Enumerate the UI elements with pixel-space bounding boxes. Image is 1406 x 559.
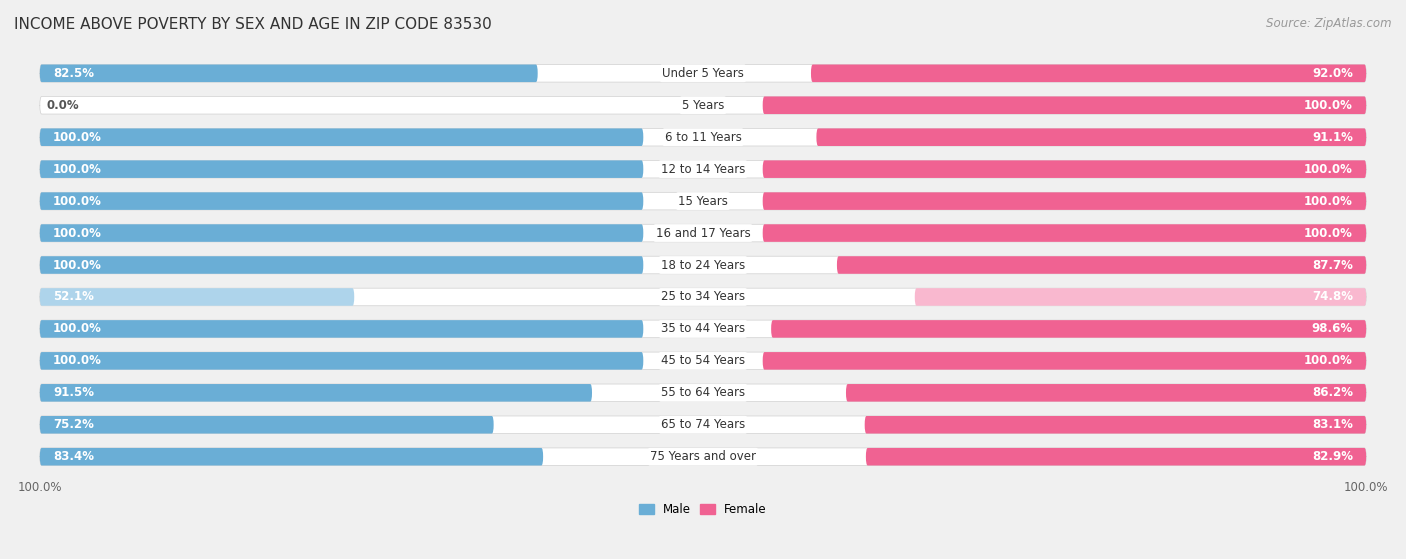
Text: 75.2%: 75.2% bbox=[53, 418, 94, 432]
FancyBboxPatch shape bbox=[39, 160, 644, 178]
FancyBboxPatch shape bbox=[846, 384, 1367, 401]
FancyBboxPatch shape bbox=[39, 97, 1367, 114]
Text: 100.0%: 100.0% bbox=[53, 354, 103, 367]
Text: INCOME ABOVE POVERTY BY SEX AND AGE IN ZIP CODE 83530: INCOME ABOVE POVERTY BY SEX AND AGE IN Z… bbox=[14, 17, 492, 32]
Text: 92.0%: 92.0% bbox=[1312, 67, 1353, 80]
FancyBboxPatch shape bbox=[762, 97, 1367, 114]
FancyBboxPatch shape bbox=[39, 352, 1367, 369]
FancyBboxPatch shape bbox=[39, 64, 1367, 82]
FancyBboxPatch shape bbox=[39, 256, 644, 274]
FancyBboxPatch shape bbox=[837, 256, 1367, 274]
Text: 15 Years: 15 Years bbox=[678, 195, 728, 207]
Text: 86.2%: 86.2% bbox=[1312, 386, 1353, 399]
FancyBboxPatch shape bbox=[39, 129, 644, 146]
Text: 74.8%: 74.8% bbox=[1312, 291, 1353, 304]
FancyBboxPatch shape bbox=[39, 192, 1367, 210]
FancyBboxPatch shape bbox=[39, 320, 1367, 338]
Text: 98.6%: 98.6% bbox=[1312, 323, 1353, 335]
Text: 0.0%: 0.0% bbox=[46, 99, 79, 112]
Text: 5 Years: 5 Years bbox=[682, 99, 724, 112]
Text: 87.7%: 87.7% bbox=[1312, 258, 1353, 272]
Text: 100.0%: 100.0% bbox=[53, 226, 103, 240]
FancyBboxPatch shape bbox=[817, 129, 1367, 146]
Text: 82.9%: 82.9% bbox=[1312, 450, 1353, 463]
Text: 52.1%: 52.1% bbox=[53, 291, 94, 304]
Text: 100.0%: 100.0% bbox=[53, 131, 103, 144]
Text: 91.1%: 91.1% bbox=[1312, 131, 1353, 144]
Text: 6 to 11 Years: 6 to 11 Years bbox=[665, 131, 741, 144]
FancyBboxPatch shape bbox=[770, 320, 1367, 338]
FancyBboxPatch shape bbox=[39, 288, 1367, 306]
FancyBboxPatch shape bbox=[865, 416, 1367, 434]
Text: 100.0%: 100.0% bbox=[1303, 354, 1353, 367]
FancyBboxPatch shape bbox=[39, 416, 494, 434]
Text: 45 to 54 Years: 45 to 54 Years bbox=[661, 354, 745, 367]
FancyBboxPatch shape bbox=[39, 384, 1367, 401]
FancyBboxPatch shape bbox=[762, 192, 1367, 210]
Text: 100.0%: 100.0% bbox=[53, 323, 103, 335]
Text: 18 to 24 Years: 18 to 24 Years bbox=[661, 258, 745, 272]
FancyBboxPatch shape bbox=[866, 448, 1367, 466]
Text: 55 to 64 Years: 55 to 64 Years bbox=[661, 386, 745, 399]
Text: 100.0%: 100.0% bbox=[1303, 99, 1353, 112]
FancyBboxPatch shape bbox=[762, 224, 1367, 242]
FancyBboxPatch shape bbox=[39, 320, 644, 338]
Text: 100.0%: 100.0% bbox=[1303, 195, 1353, 207]
FancyBboxPatch shape bbox=[762, 160, 1367, 178]
Text: 100.0%: 100.0% bbox=[1303, 163, 1353, 176]
FancyBboxPatch shape bbox=[39, 416, 1367, 434]
FancyBboxPatch shape bbox=[39, 129, 1367, 146]
FancyBboxPatch shape bbox=[39, 352, 644, 369]
Text: 83.4%: 83.4% bbox=[53, 450, 94, 463]
FancyBboxPatch shape bbox=[762, 352, 1367, 369]
Text: Source: ZipAtlas.com: Source: ZipAtlas.com bbox=[1267, 17, 1392, 30]
Text: 100.0%: 100.0% bbox=[53, 195, 103, 207]
Text: 100.0%: 100.0% bbox=[53, 163, 103, 176]
FancyBboxPatch shape bbox=[39, 160, 1367, 178]
Text: 100.0%: 100.0% bbox=[53, 258, 103, 272]
Text: 100.0%: 100.0% bbox=[1303, 226, 1353, 240]
FancyBboxPatch shape bbox=[39, 384, 592, 401]
Text: 25 to 34 Years: 25 to 34 Years bbox=[661, 291, 745, 304]
Text: 83.1%: 83.1% bbox=[1312, 418, 1353, 432]
Legend: Male, Female: Male, Female bbox=[634, 498, 772, 520]
Text: 65 to 74 Years: 65 to 74 Years bbox=[661, 418, 745, 432]
FancyBboxPatch shape bbox=[39, 192, 644, 210]
FancyBboxPatch shape bbox=[915, 288, 1367, 306]
Text: 75 Years and over: 75 Years and over bbox=[650, 450, 756, 463]
FancyBboxPatch shape bbox=[811, 64, 1367, 82]
FancyBboxPatch shape bbox=[39, 224, 1367, 242]
Text: 35 to 44 Years: 35 to 44 Years bbox=[661, 323, 745, 335]
FancyBboxPatch shape bbox=[39, 448, 1367, 466]
FancyBboxPatch shape bbox=[39, 224, 644, 242]
Text: 16 and 17 Years: 16 and 17 Years bbox=[655, 226, 751, 240]
FancyBboxPatch shape bbox=[39, 64, 537, 82]
Text: 12 to 14 Years: 12 to 14 Years bbox=[661, 163, 745, 176]
Text: Under 5 Years: Under 5 Years bbox=[662, 67, 744, 80]
Text: 91.5%: 91.5% bbox=[53, 386, 94, 399]
FancyBboxPatch shape bbox=[39, 448, 543, 466]
Text: 82.5%: 82.5% bbox=[53, 67, 94, 80]
FancyBboxPatch shape bbox=[39, 288, 354, 306]
FancyBboxPatch shape bbox=[39, 256, 1367, 274]
